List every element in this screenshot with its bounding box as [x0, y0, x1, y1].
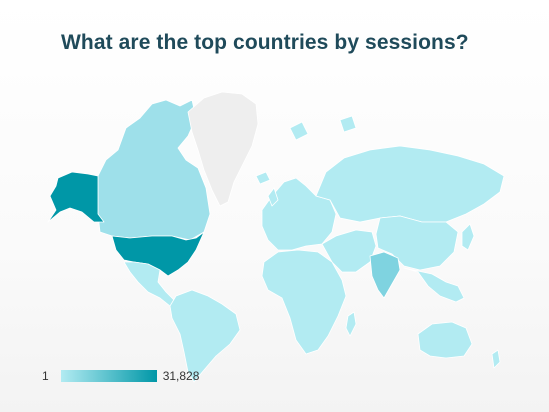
- region-united-states[interactable]: [111, 231, 205, 277]
- region-africa[interactable]: [261, 249, 347, 355]
- region-australia[interactable]: [417, 321, 473, 359]
- region-middle-east[interactable]: [321, 229, 377, 273]
- page-title: What are the top countries by sessions?: [61, 31, 469, 54]
- region-svalbard[interactable]: [289, 121, 309, 141]
- region-greenland[interactable]: [187, 91, 259, 207]
- region-madagascar[interactable]: [345, 311, 357, 337]
- legend-gradient-bar: [60, 370, 157, 382]
- region-new-zealand[interactable]: [491, 349, 501, 369]
- color-legend: 1 31,828: [42, 368, 199, 384]
- region-iceland[interactable]: [255, 171, 271, 185]
- legend-min-label: 1: [42, 369, 49, 383]
- region-japan[interactable]: [461, 223, 475, 251]
- region-europe[interactable]: [261, 177, 337, 251]
- region-south-america[interactable]: [169, 289, 241, 383]
- region-novaya-zemlya[interactable]: [339, 115, 357, 133]
- region-china[interactable]: [375, 215, 459, 271]
- region-southeast-asia[interactable]: [403, 267, 465, 303]
- region-russia[interactable]: [315, 145, 505, 223]
- legend-max-label: 31,828: [162, 369, 200, 383]
- region-uk[interactable]: [267, 187, 279, 207]
- region-alaska[interactable]: [47, 171, 105, 223]
- region-india[interactable]: [369, 251, 401, 299]
